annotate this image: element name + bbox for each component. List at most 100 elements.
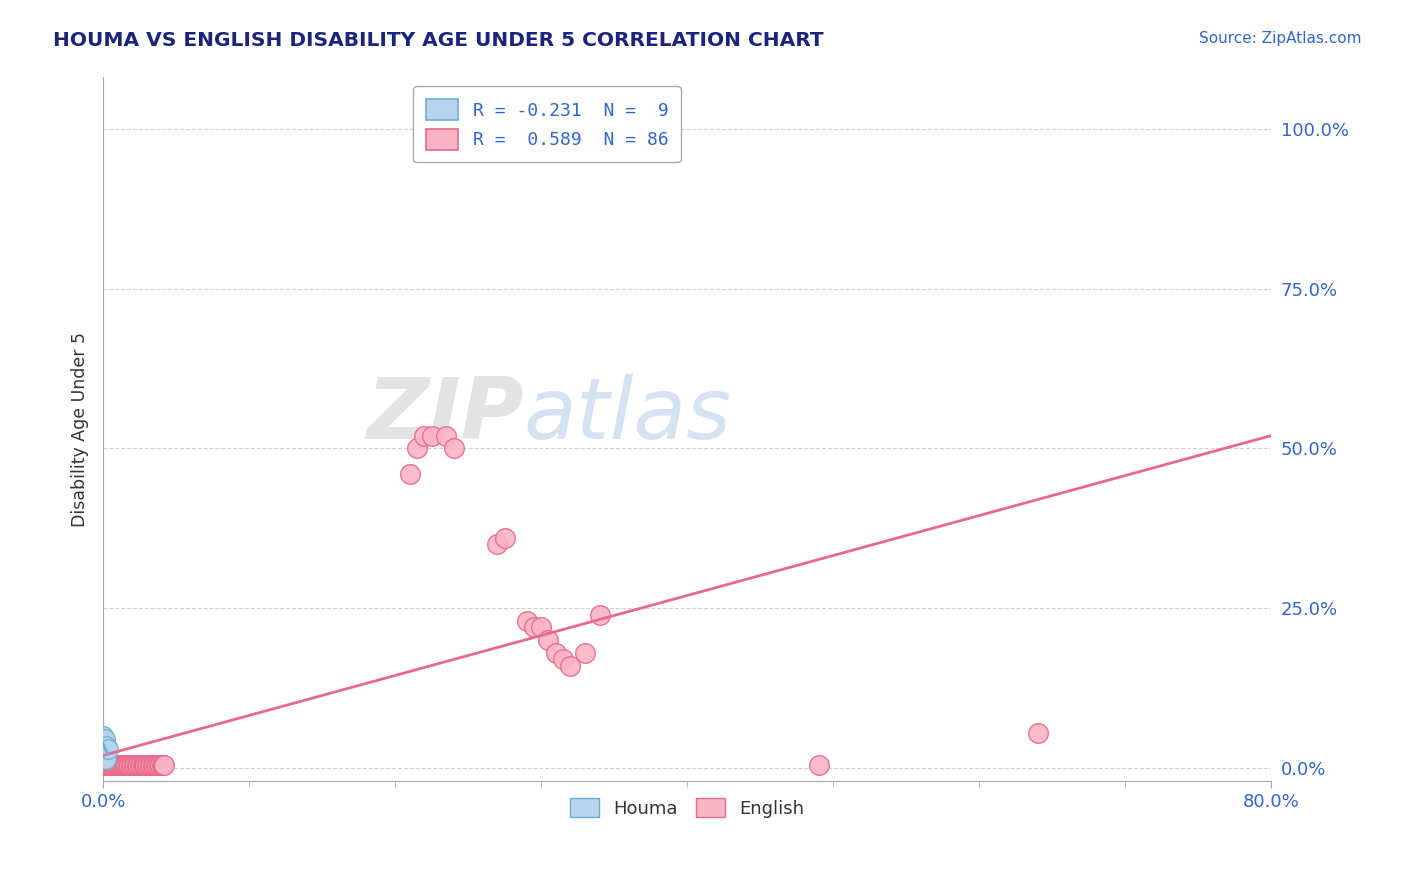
Point [91, 745, 114, 759]
Point [560, 658, 582, 673]
Point [115, 758, 138, 772]
Text: HOUMA VS ENGLISH DISABILITY AGE UNDER 5 CORRELATION CHART: HOUMA VS ENGLISH DISABILITY AGE UNDER 5 … [53, 31, 824, 50]
Point [132, 758, 155, 772]
Point [94, 739, 117, 753]
Point [148, 758, 170, 772]
Point [131, 758, 153, 772]
Point [93, 758, 115, 772]
Point [112, 758, 135, 772]
Point [149, 758, 172, 772]
Point [105, 758, 128, 772]
Point [94, 758, 117, 772]
Legend: Houma, English: Houma, English [562, 790, 811, 825]
Point [104, 758, 127, 772]
Point [104, 758, 127, 772]
Point [93, 732, 115, 747]
Point [114, 758, 136, 772]
Point [139, 758, 162, 772]
Point [588, 141, 610, 155]
Point [146, 758, 169, 772]
Point [100, 758, 122, 772]
Point [143, 758, 166, 772]
Point [128, 758, 150, 772]
Point [111, 758, 134, 772]
Point [94, 758, 117, 772]
Point [103, 758, 125, 772]
Point [121, 758, 143, 772]
Point [807, 758, 830, 772]
Point [93, 758, 115, 772]
Point [1026, 726, 1049, 740]
Point [588, 607, 610, 622]
Text: ZIP: ZIP [366, 374, 523, 457]
Point [115, 758, 138, 772]
Point [98, 758, 121, 772]
Point [537, 633, 560, 648]
Point [406, 442, 429, 456]
Point [434, 428, 457, 442]
Point [107, 758, 129, 772]
Point [105, 758, 128, 772]
Point [125, 758, 148, 772]
Point [94, 758, 117, 772]
Point [544, 646, 567, 660]
Point [118, 758, 141, 772]
Point [443, 442, 465, 456]
Point [107, 758, 129, 772]
Point [98, 758, 121, 772]
Point [93, 748, 115, 763]
Point [108, 758, 131, 772]
Point [141, 758, 163, 772]
Text: atlas: atlas [523, 374, 731, 457]
Point [111, 758, 134, 772]
Point [93, 758, 115, 772]
Point [103, 758, 125, 772]
Point [108, 758, 131, 772]
Point [153, 758, 176, 772]
Point [110, 758, 132, 772]
Point [91, 729, 114, 743]
Point [129, 758, 152, 772]
Point [138, 758, 160, 772]
Point [96, 758, 118, 772]
Point [112, 758, 135, 772]
Point [101, 758, 124, 772]
Point [574, 646, 596, 660]
Point [114, 758, 136, 772]
Point [117, 758, 139, 772]
Point [94, 751, 117, 765]
Point [120, 758, 142, 772]
Point [150, 758, 173, 772]
Point [96, 758, 118, 772]
Point [413, 428, 436, 442]
Point [96, 758, 118, 772]
Point [98, 758, 121, 772]
Point [93, 742, 115, 756]
Point [127, 758, 149, 772]
Y-axis label: Disability Age Under 5: Disability Age Under 5 [72, 332, 89, 526]
Point [110, 758, 132, 772]
Point [145, 758, 167, 772]
Point [515, 614, 537, 628]
Point [398, 467, 420, 481]
Point [100, 758, 122, 772]
Point [142, 758, 165, 772]
Point [96, 758, 118, 772]
Point [124, 758, 146, 772]
Point [152, 758, 174, 772]
Point [523, 141, 546, 155]
Point [136, 758, 159, 772]
Point [91, 736, 114, 750]
Point [94, 758, 117, 772]
Point [101, 758, 124, 772]
Point [551, 652, 574, 666]
Point [486, 537, 509, 551]
Point [117, 758, 139, 772]
Point [420, 428, 443, 442]
Point [494, 531, 516, 545]
Point [91, 758, 114, 772]
Point [523, 620, 546, 634]
Point [100, 758, 122, 772]
Point [122, 758, 145, 772]
Point [530, 620, 553, 634]
